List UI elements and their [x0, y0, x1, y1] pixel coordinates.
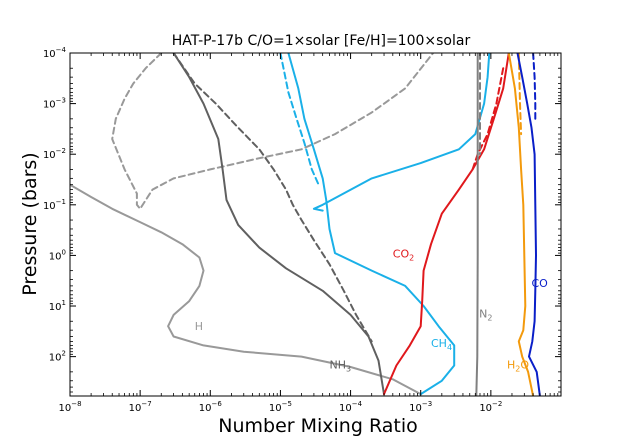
x-tick-label: 10−3	[409, 400, 432, 414]
x-axis-ticks: 10−8 10−7 10−6 10−5 10−4 10−3 10−2	[58, 53, 559, 414]
x-tick-label: 10−8	[58, 400, 81, 414]
series-line-ch4-dashed	[279, 53, 320, 186]
series-layer	[70, 53, 541, 396]
x-tick-label: 10−4	[339, 400, 363, 414]
label-N2: N2	[479, 308, 492, 323]
y-tick-label: 100	[49, 248, 66, 262]
series-line-ch4-upper	[312, 53, 491, 212]
series-line-co	[516, 53, 541, 396]
series-line-h2o	[507, 53, 535, 396]
series-line-co2-dashed	[471, 67, 505, 171]
chart-title: HAT-P-17b C/O=1×solar [Fe/H]=100×solar	[172, 33, 471, 49]
series-line-n2	[475, 53, 479, 396]
y-tick-label: 10−2	[43, 147, 66, 161]
label-CH4: CH4	[431, 337, 452, 352]
y-tick-label: 10−4	[43, 46, 67, 60]
series-line-nh3	[172, 53, 385, 396]
y-tick-label: 10−3	[43, 97, 66, 111]
y-tick-label: 10−1	[43, 198, 66, 212]
series-line-h2o-dashed	[517, 53, 523, 136]
y-tick-label: 102	[49, 350, 66, 364]
x-tick-label: 10−6	[199, 400, 223, 414]
series-line-co-dashed	[532, 53, 537, 120]
x-tick-label: 10−7	[129, 400, 152, 414]
series-line-h	[70, 183, 422, 396]
y-axis-label: Pressure (bars)	[19, 152, 41, 295]
series-line-co2	[383, 53, 510, 396]
series-line-h-dashed	[111, 53, 435, 210]
y-axis-ticks: 10−4 10−3 10−2 10−1 100 101 102	[43, 46, 561, 397]
annotation-layer: H NH3 CH4 CO2 N2 H2O CO	[195, 248, 548, 374]
x-tick-label: 10−5	[269, 400, 292, 414]
x-axis-label: Number Mixing Ratio	[218, 415, 417, 437]
x-tick-label: 10−2	[479, 400, 502, 414]
label-H: H	[195, 320, 203, 333]
plot-frame	[69, 52, 562, 397]
label-H2O: H2O	[507, 358, 529, 373]
series-line-nh3-dashed	[172, 53, 373, 343]
label-CO2: CO2	[393, 248, 414, 263]
label-NH3: NH3	[330, 358, 352, 373]
y-tick-label: 101	[49, 299, 66, 313]
label-CO: CO	[532, 277, 549, 290]
series-line-ch4	[287, 53, 456, 396]
